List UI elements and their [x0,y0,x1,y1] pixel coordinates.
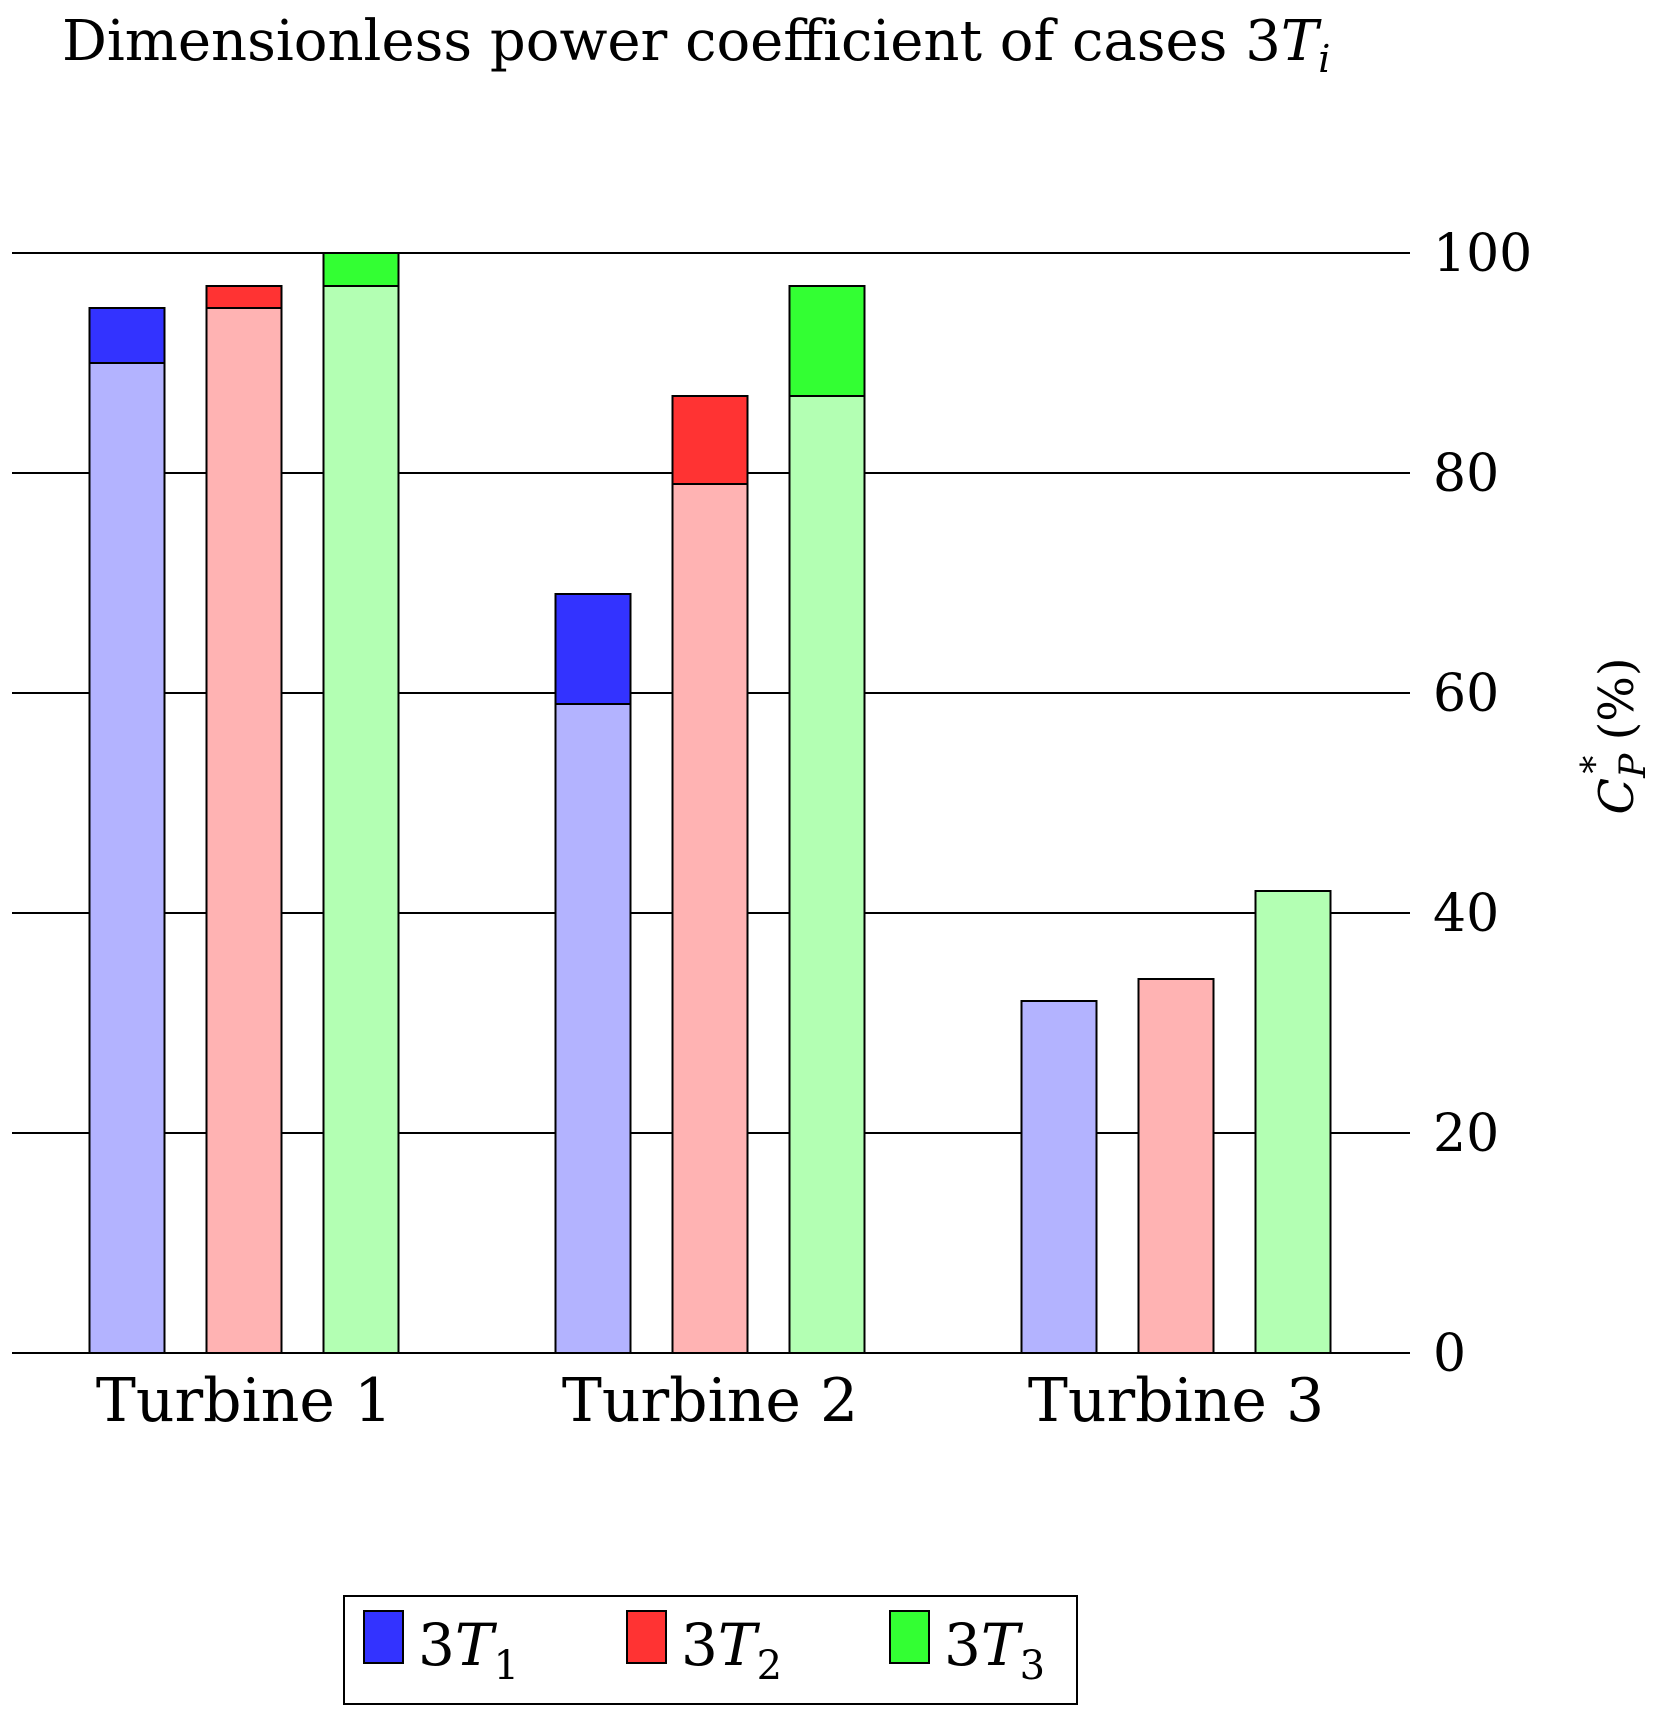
bar-base [554,703,632,1354]
legend-label-sub: 2 [757,1643,782,1689]
y-label-var: C [1589,778,1645,815]
legend-swatch [889,1610,930,1664]
bar-increment [671,395,749,485]
y-tick-labels: 0 20 40 60 80 100 [1433,224,1532,1384]
legend-label-sub: 3 [1020,1643,1045,1689]
legend-box [343,1595,1078,1705]
legend: 3T1 3T2 3T3 [343,1595,1078,1705]
y-label-sup: * [1575,756,1616,774]
y-axis-label: CP* (%) [1575,657,1654,814]
x-tick-label: Turbine 1 [96,1366,392,1436]
bar-base [1254,890,1332,1354]
y-tick-label: 100 [1433,224,1532,284]
y-label-suffix: (%) [1589,657,1645,755]
bar-base [322,285,400,1354]
bars [88,252,1332,1354]
x-tick-label: Turbine 3 [1028,1366,1324,1436]
bar-base [1137,978,1215,1354]
bar-increment [205,285,283,309]
x-tick-label: Turbine 2 [562,1366,858,1436]
legend-label-base: 3 [418,1611,455,1679]
y-tick-label: 0 [1433,1324,1466,1384]
bar-increment [322,252,400,287]
y-tick-label: 80 [1433,444,1499,504]
title-math-sub: i [1318,37,1330,81]
legend-label-var: T [981,1611,1024,1679]
legend-swatch [363,1610,404,1664]
chart-title: Dimensionless power coefficient of cases… [62,9,1330,81]
legend-label-base: 3 [944,1611,981,1679]
bar-increment [88,307,166,364]
y-tick-label: 60 [1433,664,1499,724]
legend-swatch [626,1610,667,1664]
title-math-var: T [1281,9,1322,74]
bar-base [671,483,749,1354]
legend-label-sub: 1 [494,1643,519,1689]
legend-label-var: T [718,1611,761,1679]
y-label-sub: P [1613,753,1654,779]
bar-base [788,395,866,1354]
bar-base [1020,1000,1098,1354]
legend-label-base: 3 [681,1611,718,1679]
bar-base [205,307,283,1354]
bar-increment [554,593,632,705]
title-math-base: 3 [1245,9,1281,74]
legend-label: 3T2 [681,1611,782,1689]
legend-label-var: T [455,1611,498,1679]
x-tick-labels: Turbine 1 Turbine 2 Turbine 3 [96,1366,1324,1436]
legend-label: 3T1 [418,1611,519,1689]
bar-increment [788,285,866,397]
y-tick-label: 40 [1433,884,1499,944]
bar-base [88,362,166,1354]
legend-label: 3T3 [944,1611,1045,1689]
y-tick-label: 20 [1433,1104,1499,1164]
title-text: Dimensionless power coefficient of cases [62,9,1245,74]
